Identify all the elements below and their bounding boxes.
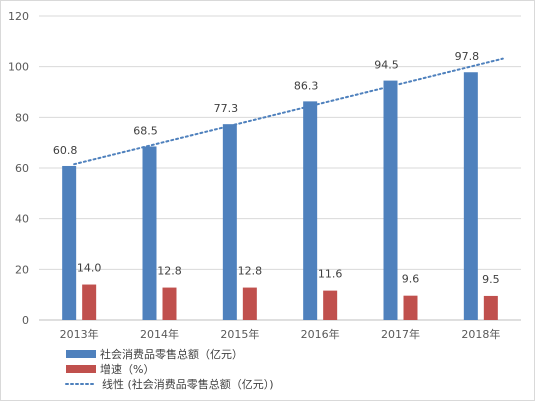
bar	[82, 284, 97, 320]
legend-swatch	[66, 350, 96, 358]
bar	[323, 290, 338, 320]
data-label: 11.6	[318, 268, 343, 281]
legend-label: 线性 (社会消费品零售总额（亿元）)	[102, 377, 274, 391]
y-tick-label: 20	[15, 263, 29, 276]
legend-label: 社会消费品零售总额（亿元）	[100, 347, 243, 361]
bar	[463, 72, 478, 321]
data-label: 94.5	[374, 59, 399, 72]
y-tick-label: 60	[15, 162, 29, 175]
bar	[242, 287, 257, 320]
bar	[303, 101, 318, 320]
y-tick-label: 100	[8, 61, 29, 74]
data-label: 12.8	[157, 265, 182, 278]
data-label: 14.0	[77, 262, 102, 275]
data-label: 9.5	[482, 273, 500, 286]
bar	[222, 124, 237, 320]
data-label: 68.5	[133, 124, 158, 137]
x-tick-label: 2016年	[301, 327, 340, 341]
legend-label: 增速（%）	[100, 362, 154, 376]
data-label: 9.6	[402, 273, 420, 286]
legend-swatch	[66, 365, 96, 373]
data-label: 77.3	[214, 102, 239, 115]
x-tick-label: 2013年	[60, 327, 99, 341]
data-label: 12.8	[238, 265, 263, 278]
data-label: 97.8	[455, 50, 480, 63]
y-tick-label: 40	[15, 213, 29, 226]
y-tick-label: 0	[22, 314, 29, 327]
bar	[383, 80, 398, 320]
x-tick-label: 2015年	[220, 327, 259, 341]
bar	[62, 165, 77, 320]
x-tick-label: 2017年	[381, 327, 420, 341]
x-tick-label: 2014年	[140, 327, 179, 341]
bar	[483, 295, 498, 320]
trendline	[73, 57, 504, 166]
data-label: 86.3	[294, 79, 319, 92]
y-tick-label: 120	[8, 10, 29, 23]
bar	[162, 287, 177, 320]
bar	[403, 295, 418, 320]
data-label: 60.8	[53, 144, 78, 157]
x-tick-label: 2018年	[461, 327, 500, 341]
bar	[142, 146, 157, 320]
y-tick-label: 80	[15, 111, 29, 124]
